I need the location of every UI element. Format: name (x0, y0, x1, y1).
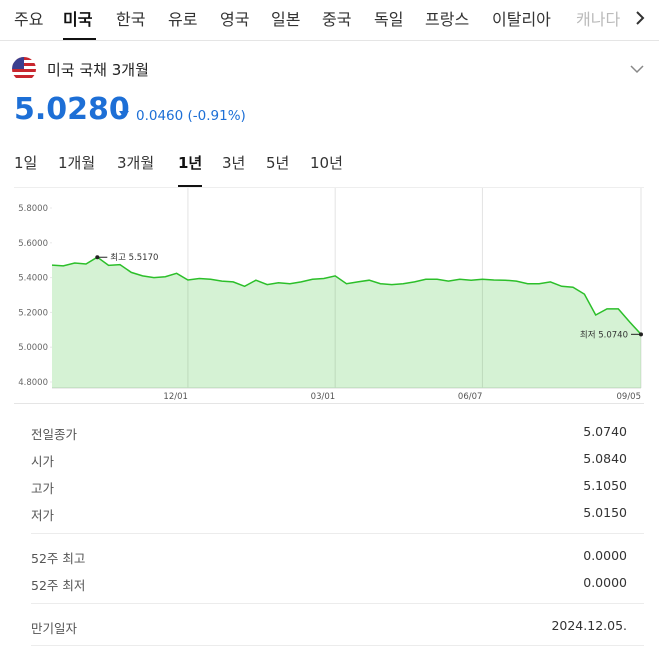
stat-divider (31, 533, 644, 534)
stats-box (14, 403, 644, 646)
x-tick-label: 03/01 (311, 392, 336, 402)
scroll-right[interactable] (630, 8, 650, 28)
market-tab[interactable]: 유로 (168, 10, 198, 29)
market-tab[interactable]: 주요 (14, 10, 44, 29)
market-tab[interactable]: 미국 (63, 10, 93, 29)
x-tick-label: 09/05 (617, 392, 642, 402)
y-tick-label: 5.0000 (18, 343, 48, 353)
market-tab[interactable]: 프랑스 (425, 10, 470, 29)
stat-label: 만기일자 (31, 621, 78, 636)
price-change: 0.0460 (-0.91%) (136, 108, 246, 124)
y-tick-label: 5.6000 (18, 239, 48, 249)
price: 5.0280 (14, 92, 130, 127)
stat-label: 전일종가 (31, 427, 78, 442)
quote-name: 미국 국채 3개월 (47, 61, 149, 79)
us-flag (12, 57, 36, 81)
tab-divider (0, 40, 659, 41)
market-tab[interactable]: 영국 (220, 10, 250, 29)
chart: 4.8000 5.0000 5.2000 5.4000 5.6000 5.8000 12/0… (18, 188, 643, 402)
market-tab[interactable]: 일본 (271, 10, 301, 29)
period-tab[interactable]: 3년 (222, 154, 246, 172)
down-arrow (119, 111, 129, 118)
market-tab[interactable]: 중국 (322, 10, 352, 29)
market-tab[interactable]: 이탈리아 (492, 10, 551, 29)
active-underline (178, 185, 202, 187)
annotation: 최고 5.5170 (110, 252, 158, 263)
y-tick-label: 5.2000 (18, 308, 48, 318)
stat-value: 5.0150 (583, 505, 627, 520)
period-tab[interactable]: 1개월 (58, 154, 96, 172)
stat-divider (31, 603, 644, 604)
price-line (51, 256, 642, 335)
market-tab[interactable]: 한국 (116, 10, 146, 29)
period-tab[interactable]: 5년 (266, 154, 290, 172)
period-tab[interactable]: 1일 (14, 154, 38, 172)
stat-label: 시가 (31, 454, 55, 469)
x-tick-label: 12/01 (163, 392, 188, 402)
stat-value: 0.0000 (583, 575, 627, 590)
stat-label: 52주 최저 (31, 578, 86, 593)
expand-toggle[interactable] (628, 60, 646, 78)
period-tab[interactable]: 1년 (178, 154, 203, 172)
stat-label: 저가 (31, 508, 55, 523)
period-tab[interactable]: 10년 (310, 154, 343, 172)
market-tab[interactable]: 독일 (374, 10, 404, 29)
chart-top-line (14, 187, 644, 188)
annotation: 최저 5.0740 (580, 329, 628, 340)
area-fill (52, 257, 641, 388)
period-tab[interactable]: 3개월 (117, 154, 155, 172)
y-tick-label: 4.8000 (18, 378, 48, 388)
stat-divider (31, 645, 644, 646)
stat-value: 2024.12.05. (551, 618, 627, 633)
stat-value: 5.0840 (583, 451, 627, 466)
stat-value: 5.0740 (583, 424, 627, 439)
stat-label: 고가 (31, 481, 55, 496)
stat-label: 52주 최고 (31, 551, 86, 566)
y-tick-label: 5.4000 (18, 274, 48, 284)
active-underline (63, 38, 96, 40)
market-tab[interactable]: 캐나다 (576, 10, 621, 29)
y-tick-label: 5.8000 (18, 204, 48, 214)
stat-value: 5.1050 (583, 478, 627, 493)
stat-value: 0.0000 (583, 548, 627, 563)
x-tick-label: 06/07 (458, 392, 483, 402)
